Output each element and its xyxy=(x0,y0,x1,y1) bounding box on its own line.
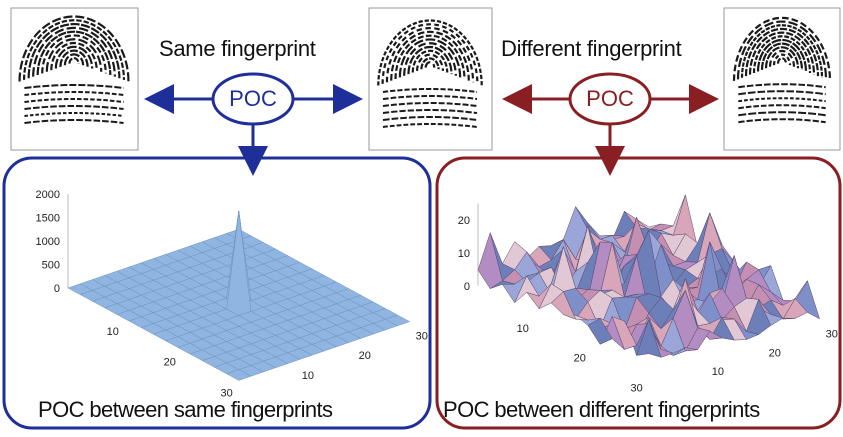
z-tick-label: 10 xyxy=(458,248,470,260)
fingerprint-ridge xyxy=(740,24,824,78)
fingerprint-ridge xyxy=(776,57,788,64)
fingerprint-ridge xyxy=(24,98,124,103)
fingerprint-ridge xyxy=(382,109,478,114)
fingerprint-ridge xyxy=(382,116,478,121)
z-tick-label: 20 xyxy=(458,215,470,227)
fingerprint-ridge xyxy=(382,95,478,100)
fingerprint-center xyxy=(368,7,493,151)
z-tick-label: 0 xyxy=(464,281,470,293)
surface-plot-different: 20 10 0 10 20 30 10 20 30 xyxy=(458,193,838,395)
caption-different: POC between different fingerprints xyxy=(443,397,760,422)
y-tick-label: 20 xyxy=(164,357,176,369)
fingerprint-ridge xyxy=(752,35,812,74)
fingerprint-ridge xyxy=(18,15,130,82)
fingerprint-ridge xyxy=(45,38,103,72)
fingerprint-ridge xyxy=(27,22,121,79)
caption-same: POC between same fingerprints xyxy=(38,397,333,422)
fingerprint-ridge xyxy=(381,23,479,84)
x-tick-label: 30 xyxy=(826,329,838,341)
x-tick-label: 10 xyxy=(712,366,724,378)
fingerprint-ridge xyxy=(403,42,457,76)
fingerprint-ridge xyxy=(41,34,107,74)
fingerprint-ridge xyxy=(411,49,449,73)
fingerprint-icon xyxy=(377,19,483,128)
fingerprint-ridge xyxy=(22,19,126,80)
z-tick-label: 1000 xyxy=(36,236,60,248)
fingerprint-ridge xyxy=(24,84,124,89)
x-tick-label: 30 xyxy=(416,331,428,343)
poc-label-diff: POC xyxy=(586,86,634,111)
fingerprint-ridge xyxy=(63,53,85,66)
x-tick-label: 20 xyxy=(359,350,371,362)
fingerprint-ridge xyxy=(415,53,445,71)
fingerprint-ridge xyxy=(772,53,792,66)
title-same: Same fingerprint xyxy=(159,36,316,61)
poc-ellipse-same xyxy=(211,72,295,126)
fingerprint-ridge xyxy=(382,88,478,93)
poc-label-same: POC xyxy=(229,86,277,111)
fingerprint-ridge xyxy=(68,57,80,64)
z-tick-label: 1500 xyxy=(36,213,60,225)
fingerprint-ridge xyxy=(738,90,826,96)
fingerprint-ridge xyxy=(385,26,475,83)
fingerprint-ridge xyxy=(736,20,828,80)
fingerprint-ridge xyxy=(32,26,116,77)
y-tick-label: 10 xyxy=(517,323,529,335)
z-tick-label: 500 xyxy=(42,260,60,272)
fingerprint-ridge xyxy=(768,49,796,67)
fingerprint-left xyxy=(10,7,139,151)
y-tick-label: 30 xyxy=(221,387,233,399)
fingerprint-ridge xyxy=(390,30,470,81)
fingerprint-ridge xyxy=(756,38,808,72)
fingerprint-ridge xyxy=(24,112,124,117)
z-tick-label: 0 xyxy=(54,283,60,295)
fingerprint-ridge xyxy=(764,46,800,69)
surface-patch xyxy=(477,231,503,289)
fingerprint-ridge xyxy=(760,42,804,70)
poc-ellipse-diff xyxy=(568,72,652,126)
y-tick-label: 30 xyxy=(631,383,643,395)
fingerprint-ridge xyxy=(24,119,124,124)
fingerprint-icon xyxy=(18,15,130,124)
fingerprint-ridge xyxy=(744,27,820,77)
fingerprint-ridge xyxy=(398,38,462,78)
fingerprint-ridge xyxy=(54,45,94,69)
panel-different xyxy=(435,156,842,430)
fingerprint-ridge xyxy=(24,91,124,96)
fingerprint-ridge xyxy=(59,49,89,67)
fingerprint-ridge xyxy=(24,105,124,110)
fingerprint-ridge xyxy=(420,57,440,70)
x-tick-label: 20 xyxy=(769,347,781,359)
fingerprint-ridge xyxy=(424,61,436,68)
fingerprint-ridge xyxy=(738,111,826,117)
z-tick-label: 2000 xyxy=(36,189,60,201)
fingerprint-ridge xyxy=(738,118,826,124)
surface-plot-same: 2000 1500 1000 500 0 10 20 30 10 20 30 xyxy=(36,189,428,399)
panel-same xyxy=(2,156,432,430)
fingerprint-right xyxy=(723,7,841,151)
fingerprint-ridge xyxy=(382,123,478,128)
fingerprint-ridge xyxy=(738,97,826,103)
surface-patch xyxy=(67,283,94,295)
x-tick-label: 10 xyxy=(302,370,314,382)
y-tick-label: 10 xyxy=(107,326,119,338)
fingerprint-ridge xyxy=(36,30,112,76)
y-tick-label: 20 xyxy=(574,353,586,365)
fingerprint-ridge xyxy=(394,34,466,80)
fingerprint-ridge xyxy=(382,102,478,107)
title-different: Different fingerprint xyxy=(501,36,682,61)
fingerprint-ridge xyxy=(732,16,832,81)
fingerprint-ridge xyxy=(50,41,98,71)
fingerprint-ridge xyxy=(407,45,453,75)
fingerprint-ridge xyxy=(738,83,826,89)
fingerprint-ridge xyxy=(738,104,826,110)
fingerprint-icon xyxy=(732,16,832,124)
fingerprint-ridge xyxy=(748,31,816,75)
